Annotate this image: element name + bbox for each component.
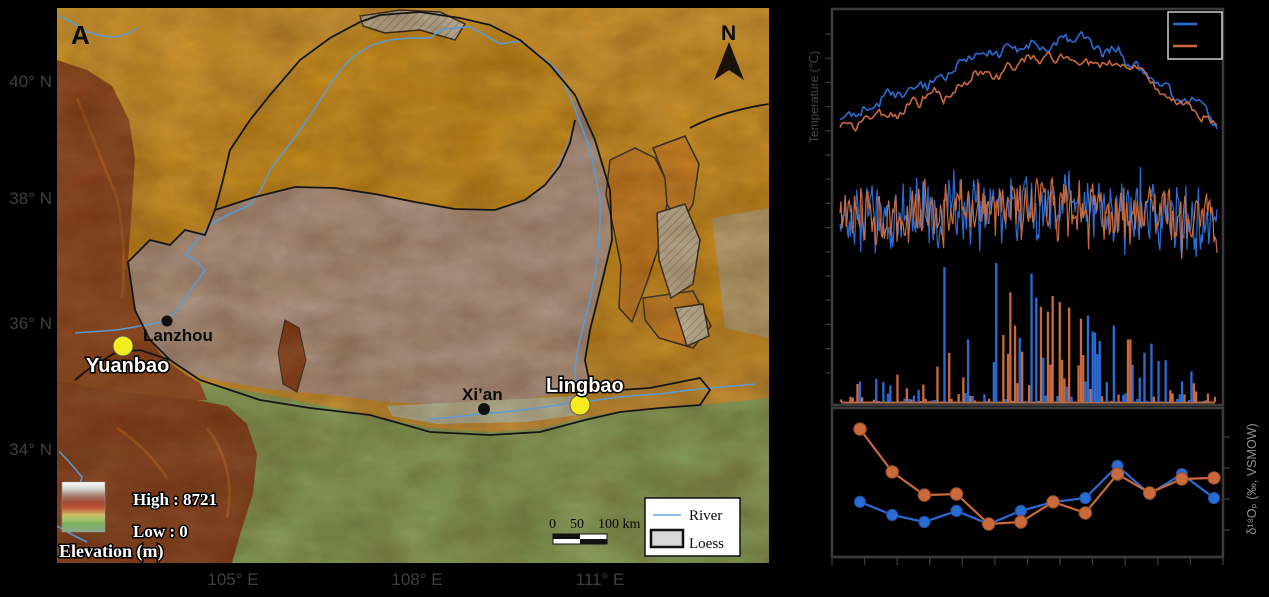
stream: [57, 525, 88, 543]
elevation-title: Elevation (m): [59, 541, 163, 562]
scalebar-0: 0: [549, 517, 556, 532]
elevation-ramp: [61, 481, 106, 533]
loess-boundary: [74, 11, 769, 436]
elevation-low-label: Low : 0: [133, 522, 188, 541]
wei-river: [429, 401, 576, 420]
map-legend-loess-label: Loess: [689, 536, 724, 552]
temperature-legend: [1167, 11, 1223, 60]
site-marker-xian: [478, 403, 490, 415]
lon-label: 111° E: [575, 570, 625, 589]
site-marker-yuanbao: [112, 335, 134, 357]
north-arrow-icon: N: [714, 22, 744, 80]
scalebar-100: 100 km: [598, 517, 641, 532]
lat-label: 38° N: [9, 189, 52, 208]
lon-label: 108° E: [391, 570, 443, 589]
legend-box: [1167, 11, 1223, 60]
axis-ticks: [825, 33, 1230, 565]
site-label-lanzhou: Lanzhou: [143, 326, 213, 345]
scalebar: 0 50 100 km: [549, 517, 641, 545]
temperature-axis-label: Temperature (℃): [807, 51, 821, 143]
lon-label: 105° E: [207, 570, 259, 589]
lat-label: 36° N: [9, 314, 52, 333]
lat-label: 40° N: [9, 72, 52, 91]
map-legend: River Loess: [644, 497, 741, 557]
svg-text:N: N: [721, 22, 736, 45]
site-marker-lingbao: [569, 394, 591, 416]
panel-label: A: [71, 20, 90, 50]
upper-charts-frame: [830, 7, 1225, 407]
site-label-xian: Xi’an: [462, 385, 503, 404]
map-legend-river-label: River: [689, 508, 722, 524]
site-marker-lanzhou: [161, 315, 173, 327]
scalebar-50: 50: [570, 517, 584, 532]
map-panel: A N Yuanbao Lanzhou Xi’an Lingbao High :…: [57, 8, 769, 563]
stream: [59, 15, 138, 38]
lat-label: 34° N: [9, 440, 52, 459]
elevation-legend: High : 8721 Low : 0 Elevation (m): [58, 481, 219, 563]
chart-series: [839, 30, 1221, 531]
d18o-chart-frame: [830, 406, 1225, 559]
elevation-high-label: High : 8721: [133, 490, 217, 509]
loess-sample-swatch: [649, 528, 685, 549]
d18o-axis-label: δ¹⁸Oₚ (‰, VSMOW): [1245, 423, 1259, 534]
site-label-yuanbao: Yuanbao: [86, 355, 169, 377]
relief-highlight: [57, 8, 769, 563]
site-label-lingbao: Lingbao: [546, 375, 624, 397]
